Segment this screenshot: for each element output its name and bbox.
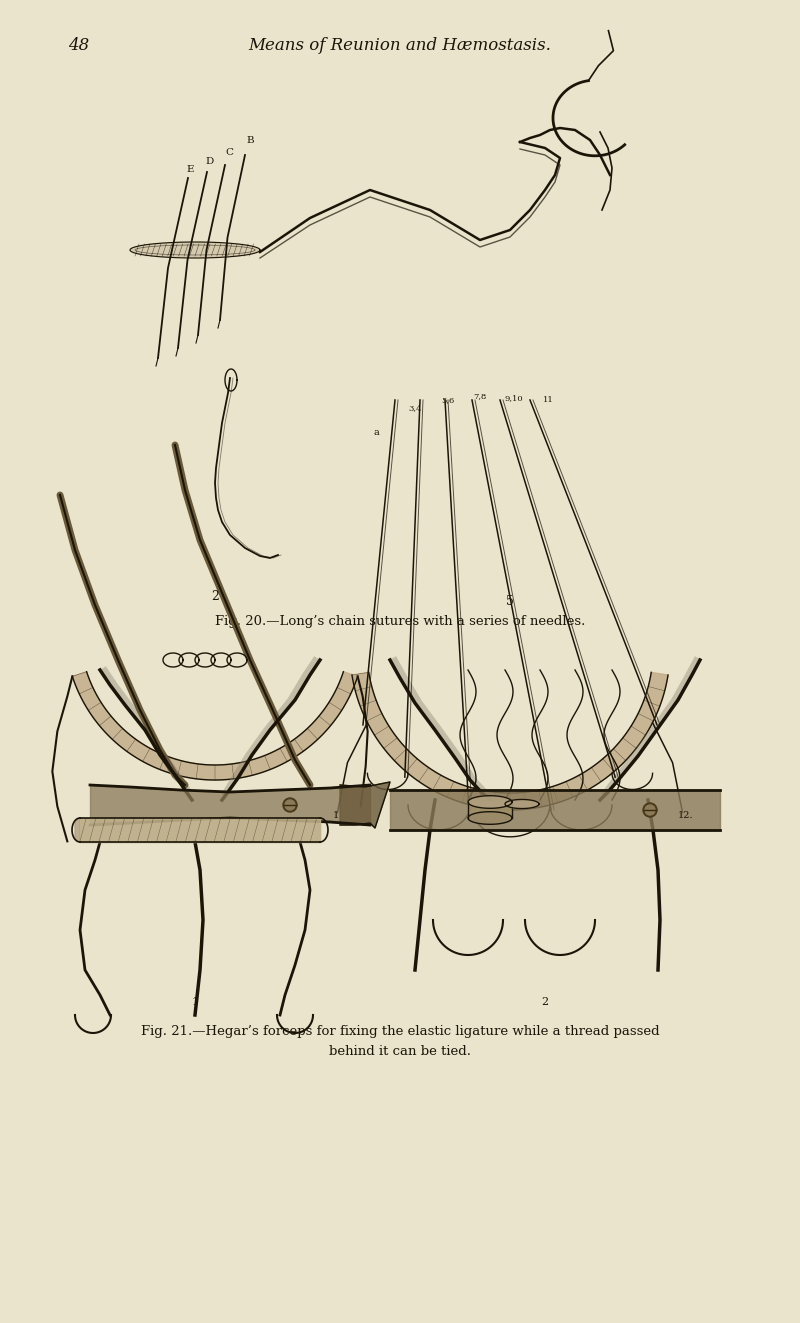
Text: 48: 48	[68, 37, 90, 54]
Circle shape	[285, 800, 295, 810]
Text: B: B	[246, 136, 254, 146]
Text: 12.: 12.	[678, 811, 693, 820]
Text: Means of Reunion and Hæmostasis.: Means of Reunion and Hæmostasis.	[249, 37, 551, 54]
Text: a: a	[373, 429, 378, 437]
Polygon shape	[505, 799, 539, 808]
Polygon shape	[352, 672, 668, 810]
Text: behind it can be tied.: behind it can be tied.	[329, 1045, 471, 1058]
Text: 11: 11	[542, 396, 554, 404]
Text: Fig. 20.—Long’s chain sutures with a series of needles.: Fig. 20.—Long’s chain sutures with a ser…	[215, 615, 585, 628]
Text: 9,10: 9,10	[505, 394, 523, 402]
Text: 2: 2	[542, 998, 549, 1007]
Text: 3,4: 3,4	[408, 404, 422, 411]
Polygon shape	[75, 818, 80, 841]
Text: C: C	[225, 148, 233, 157]
Text: E: E	[186, 165, 194, 175]
Polygon shape	[468, 812, 512, 824]
Text: D: D	[206, 157, 214, 165]
Text: 1: 1	[333, 811, 338, 820]
Text: 5,6: 5,6	[442, 396, 454, 404]
Circle shape	[645, 804, 655, 815]
Circle shape	[643, 803, 657, 818]
Text: 5: 5	[506, 595, 514, 609]
Polygon shape	[340, 782, 390, 828]
Text: 1: 1	[191, 998, 198, 1007]
Text: 2: 2	[211, 590, 219, 603]
Circle shape	[283, 798, 297, 812]
Polygon shape	[130, 242, 260, 258]
Polygon shape	[468, 795, 512, 808]
Text: 7,8: 7,8	[474, 392, 486, 400]
Polygon shape	[72, 672, 358, 781]
Text: Fig. 21.—Hegar’s forceps for fixing the elastic ligature while a thread passed: Fig. 21.—Hegar’s forceps for fixing the …	[141, 1025, 659, 1039]
